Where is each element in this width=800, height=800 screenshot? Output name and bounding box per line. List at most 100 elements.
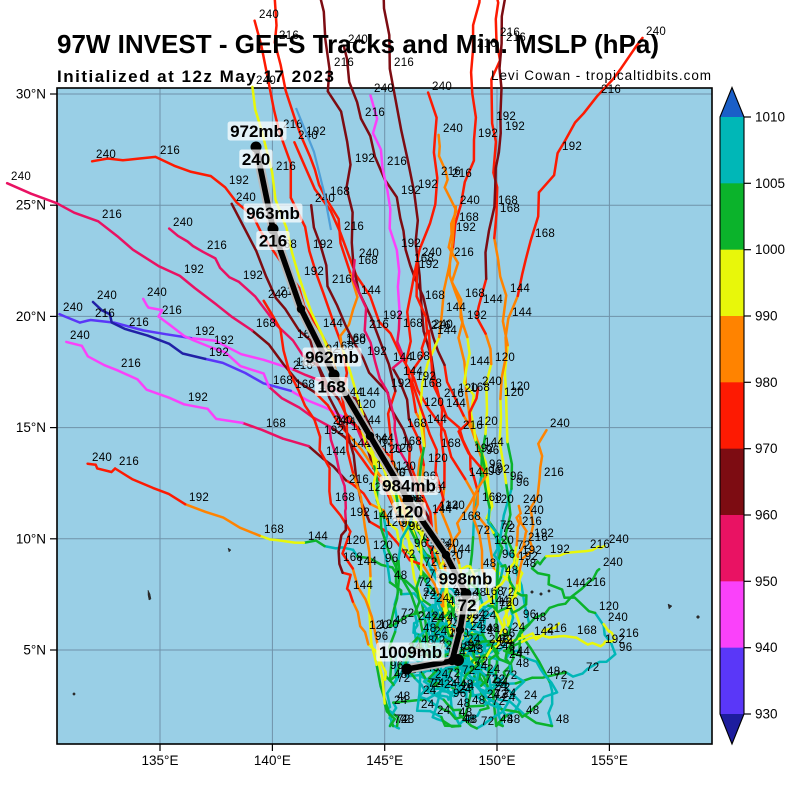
svg-text:48: 48	[486, 623, 499, 635]
svg-text:96: 96	[489, 459, 502, 471]
svg-text:192: 192	[209, 347, 229, 359]
svg-text:15°N: 15°N	[16, 420, 46, 435]
svg-text:30°N: 30°N	[16, 87, 46, 102]
svg-text:192: 192	[419, 259, 439, 271]
svg-text:144: 144	[361, 285, 381, 297]
svg-text:240: 240	[550, 418, 570, 430]
svg-text:168: 168	[484, 586, 504, 598]
svg-text:216: 216	[544, 467, 564, 479]
svg-text:96: 96	[619, 642, 632, 654]
svg-text:216: 216	[162, 305, 182, 317]
svg-text:144: 144	[451, 544, 471, 556]
svg-text:984mb: 984mb	[382, 477, 436, 496]
svg-text:48: 48	[397, 691, 410, 703]
svg-text:216: 216	[160, 145, 180, 157]
svg-text:72: 72	[402, 549, 415, 561]
svg-text:1005: 1005	[755, 176, 785, 191]
svg-text:72: 72	[424, 557, 437, 569]
svg-text:24: 24	[480, 624, 494, 636]
svg-text:Initialized at 12z May 17 2023: Initialized at 12z May 17 2023	[57, 67, 335, 86]
svg-text:240: 240	[92, 452, 112, 464]
svg-text:72: 72	[428, 678, 441, 690]
svg-text:144: 144	[353, 580, 373, 592]
svg-text:96: 96	[502, 549, 515, 561]
svg-text:216: 216	[102, 209, 122, 221]
svg-text:96: 96	[385, 553, 398, 565]
svg-text:96: 96	[523, 609, 536, 621]
svg-text:168: 168	[358, 255, 378, 267]
svg-text:240: 240	[460, 195, 480, 207]
svg-text:144: 144	[510, 283, 530, 295]
svg-text:144: 144	[437, 325, 457, 337]
svg-text:72: 72	[458, 596, 477, 615]
svg-text:72: 72	[485, 674, 498, 686]
svg-text:144: 144	[432, 504, 452, 516]
svg-text:72: 72	[401, 608, 414, 620]
svg-text:144: 144	[439, 501, 459, 513]
svg-text:216: 216	[586, 577, 606, 589]
svg-text:168: 168	[410, 351, 430, 363]
svg-text:135°E: 135°E	[142, 753, 179, 768]
svg-text:120: 120	[599, 601, 619, 613]
svg-text:144: 144	[446, 302, 466, 314]
svg-text:216: 216	[95, 308, 115, 320]
svg-text:168: 168	[402, 436, 422, 448]
svg-text:240: 240	[482, 376, 502, 388]
svg-text:240: 240	[433, 319, 453, 331]
svg-text:192: 192	[456, 222, 476, 234]
svg-text:25°N: 25°N	[16, 198, 46, 213]
svg-text:192: 192	[478, 128, 498, 140]
svg-text:72: 72	[561, 680, 574, 692]
svg-text:144: 144	[351, 438, 371, 450]
svg-text:120: 120	[504, 387, 524, 399]
svg-text:72: 72	[554, 670, 567, 682]
svg-text:216: 216	[454, 247, 474, 259]
svg-text:990: 990	[755, 309, 778, 324]
svg-text:216: 216	[121, 358, 141, 370]
svg-text:24: 24	[444, 679, 458, 691]
svg-text:240: 240	[609, 534, 629, 546]
svg-text:48: 48	[556, 714, 569, 726]
svg-text:48: 48	[457, 698, 470, 710]
svg-text:144: 144	[357, 556, 377, 568]
svg-text:240: 240	[63, 302, 83, 314]
svg-text:48: 48	[460, 679, 473, 691]
svg-text:168: 168	[535, 228, 555, 240]
svg-text:72: 72	[492, 674, 505, 686]
svg-text:96: 96	[510, 471, 523, 483]
svg-text:72: 72	[481, 716, 494, 728]
svg-text:24: 24	[458, 684, 472, 696]
svg-text:24: 24	[423, 685, 437, 697]
svg-text:24: 24	[421, 699, 435, 711]
svg-text:216: 216	[344, 221, 364, 233]
svg-text:72: 72	[477, 525, 490, 537]
svg-text:72: 72	[494, 689, 507, 701]
svg-text:168: 168	[335, 492, 355, 504]
svg-text:24: 24	[494, 681, 508, 693]
svg-text:168: 168	[482, 492, 502, 504]
svg-text:24: 24	[470, 621, 484, 633]
svg-text:144: 144	[393, 352, 413, 364]
svg-text:72: 72	[397, 673, 410, 685]
svg-text:24: 24	[509, 649, 523, 661]
svg-text:950: 950	[755, 574, 778, 589]
svg-text:216: 216	[441, 166, 461, 178]
svg-text:24: 24	[524, 690, 538, 702]
svg-text:216: 216	[349, 474, 369, 486]
svg-text:48: 48	[526, 705, 539, 717]
svg-text:120: 120	[346, 535, 366, 547]
svg-text:96: 96	[390, 660, 403, 672]
svg-text:192: 192	[401, 185, 421, 197]
svg-text:48: 48	[483, 558, 496, 570]
svg-text:48: 48	[472, 695, 485, 707]
svg-text:Levi Cowan - tropicaltidbits.c: Levi Cowan - tropicaltidbits.com	[491, 68, 712, 83]
svg-text:192: 192	[313, 239, 333, 251]
svg-text:240: 240	[256, 75, 276, 87]
svg-text:168: 168	[403, 318, 423, 330]
svg-text:72: 72	[586, 662, 599, 674]
svg-text:120: 120	[346, 335, 366, 347]
svg-text:240: 240	[348, 34, 368, 46]
svg-text:216: 216	[452, 168, 472, 180]
svg-text:192: 192	[324, 425, 344, 437]
svg-text:72: 72	[462, 665, 475, 677]
